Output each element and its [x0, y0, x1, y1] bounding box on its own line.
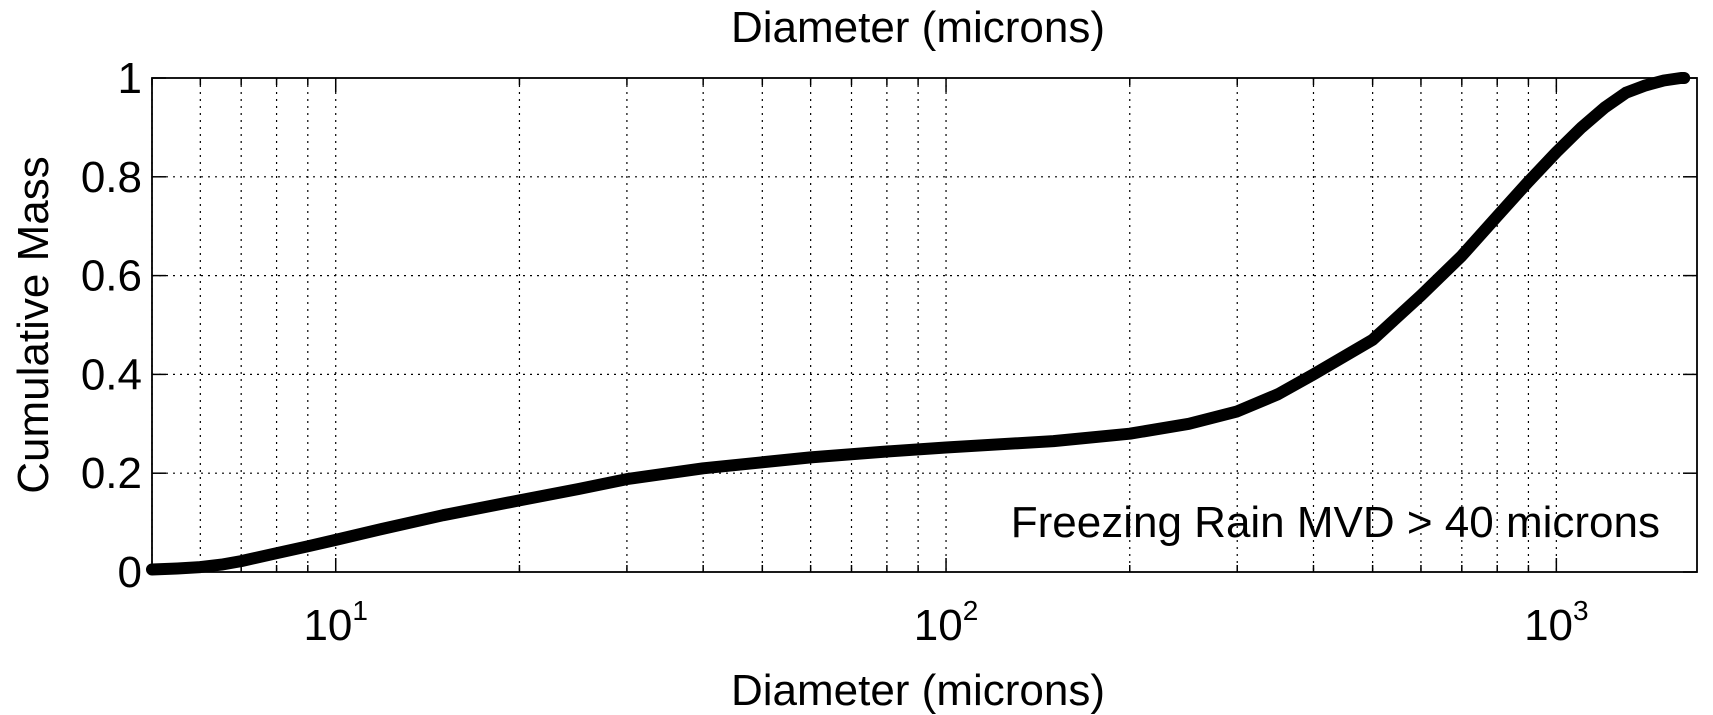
- x-tick-label: 101: [303, 595, 368, 650]
- y-tick-label: 0.4: [81, 350, 142, 399]
- x-axis-label: Diameter (microns): [731, 666, 1105, 715]
- annotation-freezing-rain: Freezing Rain MVD > 40 microns: [1011, 498, 1660, 547]
- y-tick-label: 1: [118, 54, 142, 103]
- grid-lines: [151, 78, 1697, 572]
- y-axis-label: Cumulative Mass: [9, 156, 58, 493]
- y-tick-label: 0.2: [81, 449, 142, 498]
- series-line-cumulative-mass: [146, 72, 1691, 576]
- plot-area-frame: [151, 77, 1698, 573]
- x-tick-label: 103: [1524, 595, 1589, 650]
- y-tick-label: 0: [118, 548, 142, 597]
- x-tick-label: 102: [914, 595, 979, 650]
- y-tick-label: 0.8: [81, 153, 142, 202]
- axis-ticks: [151, 77, 1697, 573]
- chart-title: Diameter (microns): [731, 3, 1105, 52]
- tick-labels: 0 0.2 0.4 0.6 0.8 1 101 102 103: [81, 54, 1589, 650]
- y-tick-label: 0.6: [81, 252, 142, 301]
